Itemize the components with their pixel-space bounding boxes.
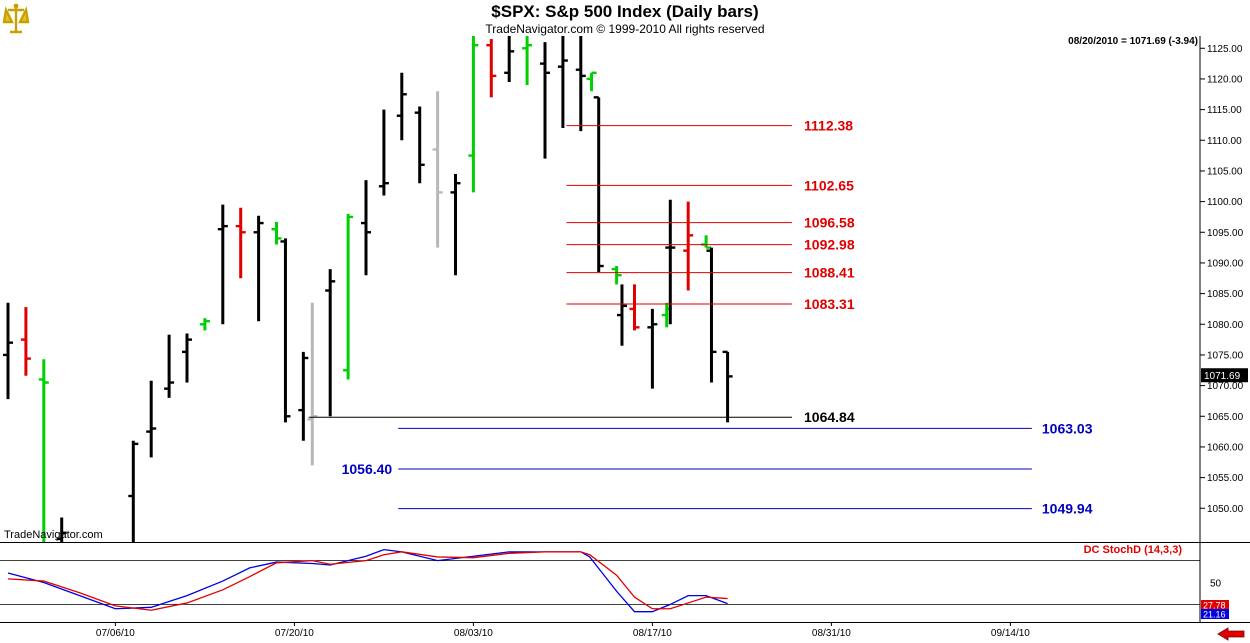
ohlc-bar [468, 36, 479, 193]
ohlc-bar [280, 238, 291, 423]
ohlc-bar [378, 109, 389, 196]
stochastic-panel [0, 548, 1200, 613]
stoch-last-label: 21.16 [1203, 610, 1226, 620]
x-tick-label: 08/17/10 [633, 628, 672, 639]
ohlc-bar [253, 215, 264, 322]
ohlc-bar [722, 350, 733, 423]
axis-layer: 1050.00 1055.00 1060.00 1065.00 1070.00 1075.… [0, 36, 1250, 639]
ohlc-bar [396, 72, 407, 141]
ohlc-bar [504, 36, 515, 82]
ohlc-bar [128, 440, 139, 542]
ohlc-bar [540, 42, 550, 159]
level-label: 1063.03 [1042, 420, 1093, 436]
ohlc-bar [647, 308, 658, 389]
level-label: 1083.31 [804, 296, 855, 312]
ohlc-bar [557, 36, 568, 128]
level-label: 1056.40 [342, 461, 393, 477]
ohlc-bar [706, 247, 717, 383]
y-tick-label: 1125.00 [1207, 44, 1243, 55]
last-price-label: 1071.69 [1204, 371, 1241, 382]
watermark-text: TradeNavigator.com [4, 529, 103, 541]
y-tick-label: 1120.00 [1207, 74, 1243, 85]
stoch-last-box [1201, 609, 1229, 619]
ohlc-bar [164, 334, 175, 398]
y-tick-label: 1080.00 [1207, 320, 1244, 331]
ohlc-bar [3, 302, 13, 400]
ohlc-bar [20, 307, 31, 376]
price-panel [3, 36, 1032, 542]
ohlc-bar [432, 91, 443, 248]
scroll-left-arrow-icon[interactable] [1216, 627, 1246, 641]
ohlc-bar [199, 318, 210, 331]
ohlc-bar [298, 351, 309, 441]
y-tick-label: 1110.00 [1207, 136, 1242, 147]
ohlc-bar [56, 517, 67, 542]
ohlc-bar [586, 71, 597, 92]
y-tick-label: 1065.00 [1207, 412, 1244, 423]
ohlc-bar [307, 302, 318, 466]
ohlc-bar [486, 39, 497, 98]
level-label: 1092.98 [804, 237, 855, 253]
last-quote-readout: 08/20/2010 = 1071.69 (-3.94) [1068, 36, 1198, 47]
ohlc-bar [38, 359, 49, 542]
y-tick-label: 1075.00 [1207, 350, 1244, 361]
y-tick-label: 1055.00 [1207, 473, 1244, 484]
ohlc-bar [414, 106, 425, 184]
stoch-last-label: 27.78 [1203, 601, 1226, 611]
y-tick-label: 1060.00 [1207, 442, 1244, 453]
stoch-tick-label: 50 [1210, 579, 1222, 590]
ohlc-bar [629, 284, 640, 331]
y-tick-label: 1070.00 [1207, 381, 1244, 392]
y-tick-label: 1115.00 [1207, 105, 1242, 116]
ohlc-bar [616, 284, 627, 346]
y-tick-label: 1085.00 [1207, 289, 1244, 300]
level-label: 1102.65 [804, 177, 854, 193]
x-tick-label: 07/20/10 [275, 628, 314, 639]
ohlc-bar [683, 201, 694, 291]
ohlc-bar [343, 213, 354, 380]
y-tick-label: 1105.00 [1207, 166, 1243, 177]
ohlc-bar [361, 180, 371, 276]
level-label: 1049.94 [1042, 501, 1093, 517]
ohlc-bar [701, 235, 712, 249]
copyright-text: TradeNavigator.com © 1999-2010 All right… [485, 22, 765, 36]
stoch-line-d [7, 551, 728, 611]
ohlc-bar [325, 269, 336, 417]
last-price-box [1201, 368, 1248, 383]
ohlc-bar [217, 204, 228, 325]
y-tick-label: 1095.00 [1207, 228, 1244, 239]
y-tick-label: 1050.00 [1207, 504, 1244, 515]
level-label: 1088.41 [804, 265, 855, 281]
level-label: 1112.38 [804, 118, 853, 134]
x-tick-label: 08/03/10 [454, 628, 493, 639]
x-tick-label: 09/14/10 [991, 628, 1030, 639]
ohlc-bar [593, 96, 604, 273]
stoch-last-box [1201, 600, 1229, 610]
ohlc-bar [146, 380, 157, 458]
ohlc-bar [450, 174, 461, 276]
trade-navigator-logo-icon [2, 3, 30, 34]
indicator-label: DC StochD (14,3,3) [1083, 544, 1182, 556]
ohlc-bar [575, 36, 586, 132]
y-tick-label: 1100.00 [1207, 197, 1243, 208]
ohlc-bar [271, 221, 282, 245]
ohlc-bar [182, 333, 192, 383]
chart-title: $SPX: S&p 500 Index (Daily bars) [491, 2, 759, 21]
level-label: 1096.58 [804, 215, 855, 231]
level-label: 1064.84 [804, 409, 855, 425]
ohlc-bar [235, 207, 246, 279]
x-tick-label: 08/31/10 [812, 628, 851, 639]
stoch-line-k [7, 548, 728, 613]
y-tick-label: 1090.00 [1207, 258, 1244, 269]
ohlc-bar [611, 266, 622, 285]
x-tick-label: 07/06/10 [96, 628, 135, 639]
ohlc-bar [522, 36, 533, 86]
